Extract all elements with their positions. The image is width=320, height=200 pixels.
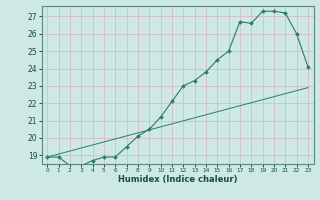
X-axis label: Humidex (Indice chaleur): Humidex (Indice chaleur)	[118, 175, 237, 184]
